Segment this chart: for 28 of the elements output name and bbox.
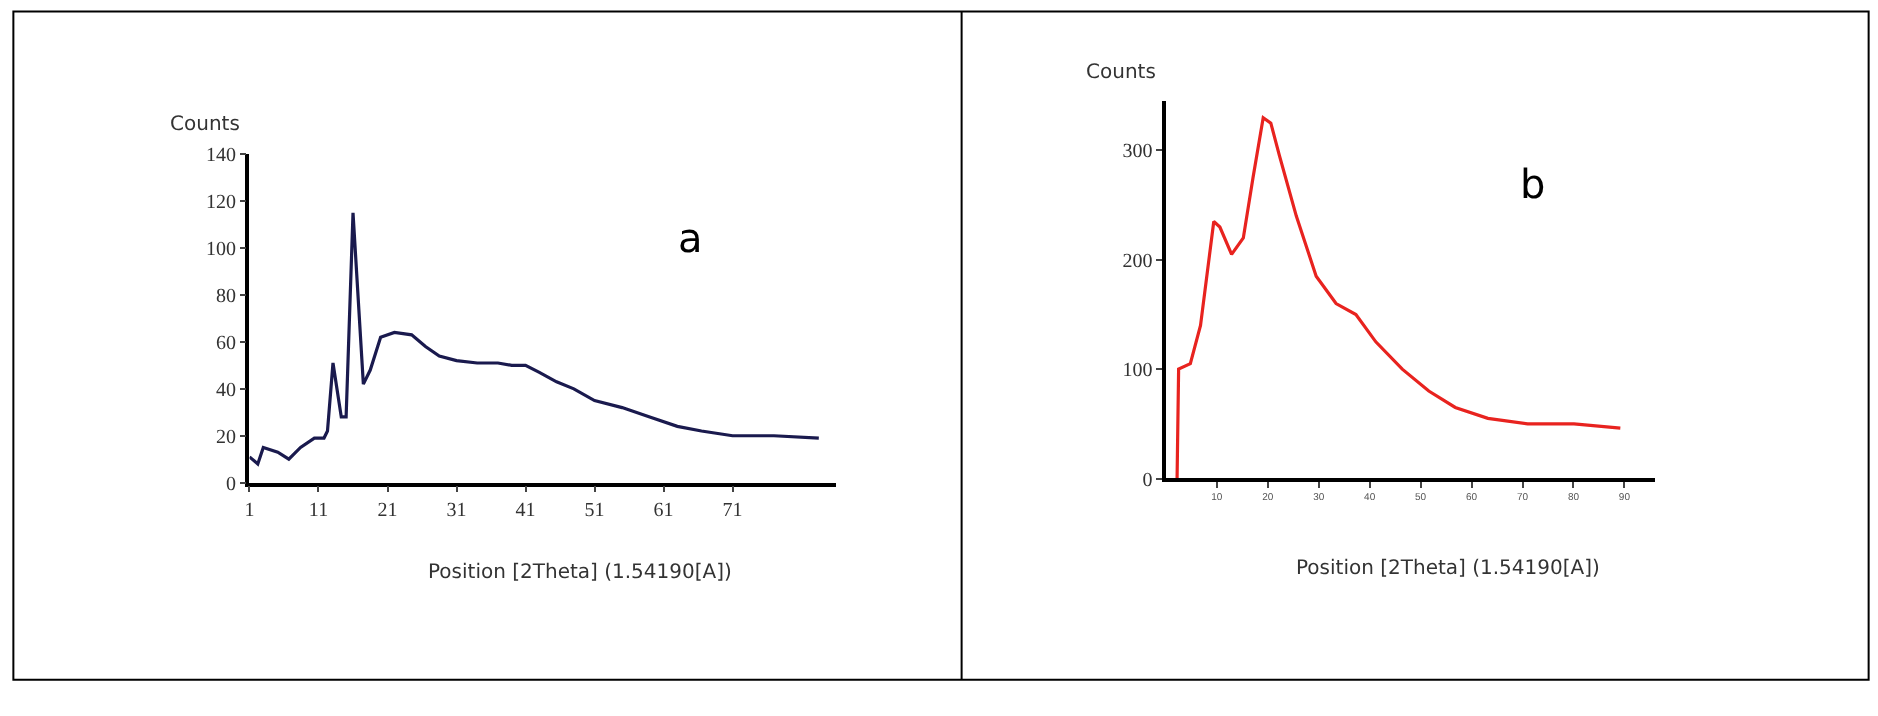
annotation: b [1520,160,1546,208]
y-tick-label: 100 [205,239,236,262]
y-tick-label: 140 [205,145,236,168]
y-tick-label: 0 [225,473,236,496]
y-tick-label: 20 [215,426,236,449]
x-axis-title: Position [2Theta] (1.54190[A]) [1296,558,1601,580]
y-tick-label: 60 [215,332,236,355]
x-tick-label: 51 [584,500,605,523]
x-tick-label: 21 [377,500,398,523]
x-tick-label: 31 [446,500,467,523]
line-series [1175,116,1622,479]
x-tick-label: 41 [515,500,536,523]
x-tick-label: 71 [722,500,743,523]
x-tick-label: 1 [244,500,255,523]
x-tick-label: 11 [308,500,329,523]
y-tick-label: 0 [1142,469,1153,492]
y-tick-label: 80 [215,285,236,308]
y-tick-label: 100 [1122,360,1153,383]
y-tick-label: 300 [1122,141,1153,164]
x-tick-label: 61 [653,500,674,523]
annotation: a [678,214,703,262]
line-series [249,211,821,466]
x-axis-title: Position [2Theta] (1.54190[A]) [428,562,733,584]
y-tick-label: 40 [215,379,236,402]
y-axis-title: Counts [1086,62,1156,84]
y-tick-label: 120 [205,192,236,215]
y-tick-label: 200 [1122,250,1153,273]
y-axis-title: Counts [170,114,240,136]
